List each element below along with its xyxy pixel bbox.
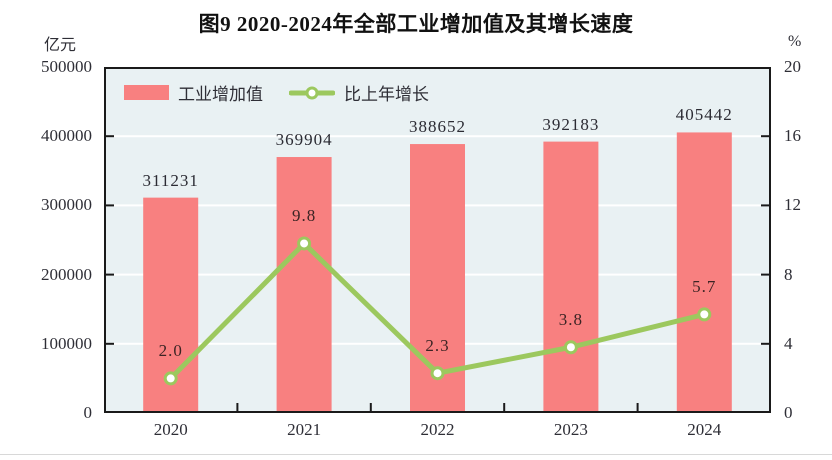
data-point-marker-2021 xyxy=(297,236,312,251)
bar-value-label-2023: 392183 xyxy=(542,114,600,134)
data-point-marker-2024 xyxy=(697,307,712,322)
right-axis-label-4: 4 xyxy=(784,333,793,353)
x-axis-label-2020: 2020 xyxy=(153,420,188,439)
x-axis-label-2024: 2024 xyxy=(687,420,722,439)
bar-value-label-2021: 369904 xyxy=(275,130,333,150)
bar-2021 xyxy=(276,157,332,413)
bar-value-label-2022: 388652 xyxy=(409,117,466,137)
left-axis-label-0: 0 xyxy=(83,403,93,422)
right-axis-label-8: 8 xyxy=(784,264,793,284)
right-axis-unit-label: % xyxy=(788,33,802,50)
legend-label-growth-rate: 比上年增长 xyxy=(344,85,429,104)
data-point-marker-2022 xyxy=(430,366,445,381)
x-axis-label-2022: 2022 xyxy=(420,420,455,439)
legend: 工业增加值 比上年增长 xyxy=(124,80,429,105)
legend-item-industrial-value: 工业增加值 xyxy=(124,80,263,105)
plot-area: 工业增加值 比上年增长 xyxy=(104,67,771,413)
bar-value-label-2024: 405442 xyxy=(675,105,733,125)
x-axis-label-2021: 2021 xyxy=(287,420,322,439)
right-axis-label-12: 12 xyxy=(784,195,801,215)
left-axis-label-300000: 300000 xyxy=(41,195,92,215)
plot-canvas xyxy=(104,67,771,413)
left-axis-label-400000: 400000 xyxy=(41,126,92,146)
data-point-marker-2020 xyxy=(163,371,178,386)
growth-value-label-2024: 5.7 xyxy=(692,277,717,297)
bar-2024 xyxy=(676,132,732,413)
right-axis-label-0: 0 xyxy=(784,403,793,422)
bar-value-label-2020: 311231 xyxy=(142,170,199,190)
plot-border xyxy=(104,67,771,413)
legend-label-industrial-value: 工业增加值 xyxy=(178,85,263,104)
left-axis-unit-label: 亿元 xyxy=(44,37,77,54)
right-axis-label-16: 16 xyxy=(784,126,801,146)
right-axis-label-20: 20 xyxy=(784,57,801,76)
line-series-symbol-icon xyxy=(289,86,335,99)
growth-value-label-2022: 2.3 xyxy=(425,336,450,356)
growth-value-label-2021: 9.8 xyxy=(291,206,317,226)
bar-2023 xyxy=(543,141,599,413)
page-divider-line xyxy=(0,454,832,455)
data-point-marker-2023 xyxy=(563,340,578,355)
left-axis-label-200000: 200000 xyxy=(41,264,92,284)
chart-title: 图9 2020-2024年全部工业增加值及其增长速度 xyxy=(198,12,634,36)
x-axis-label-2023: 2023 xyxy=(553,420,588,439)
bar-series-swatch-icon xyxy=(124,85,169,100)
legend-item-growth-rate: 比上年增长 xyxy=(289,80,429,105)
left-axis-label-500000: 500000 xyxy=(41,57,92,76)
left-axis-label-100000: 100000 xyxy=(41,333,92,353)
growth-value-label-2020: 2.0 xyxy=(158,341,183,361)
growth-value-label-2023: 3.8 xyxy=(558,310,584,330)
